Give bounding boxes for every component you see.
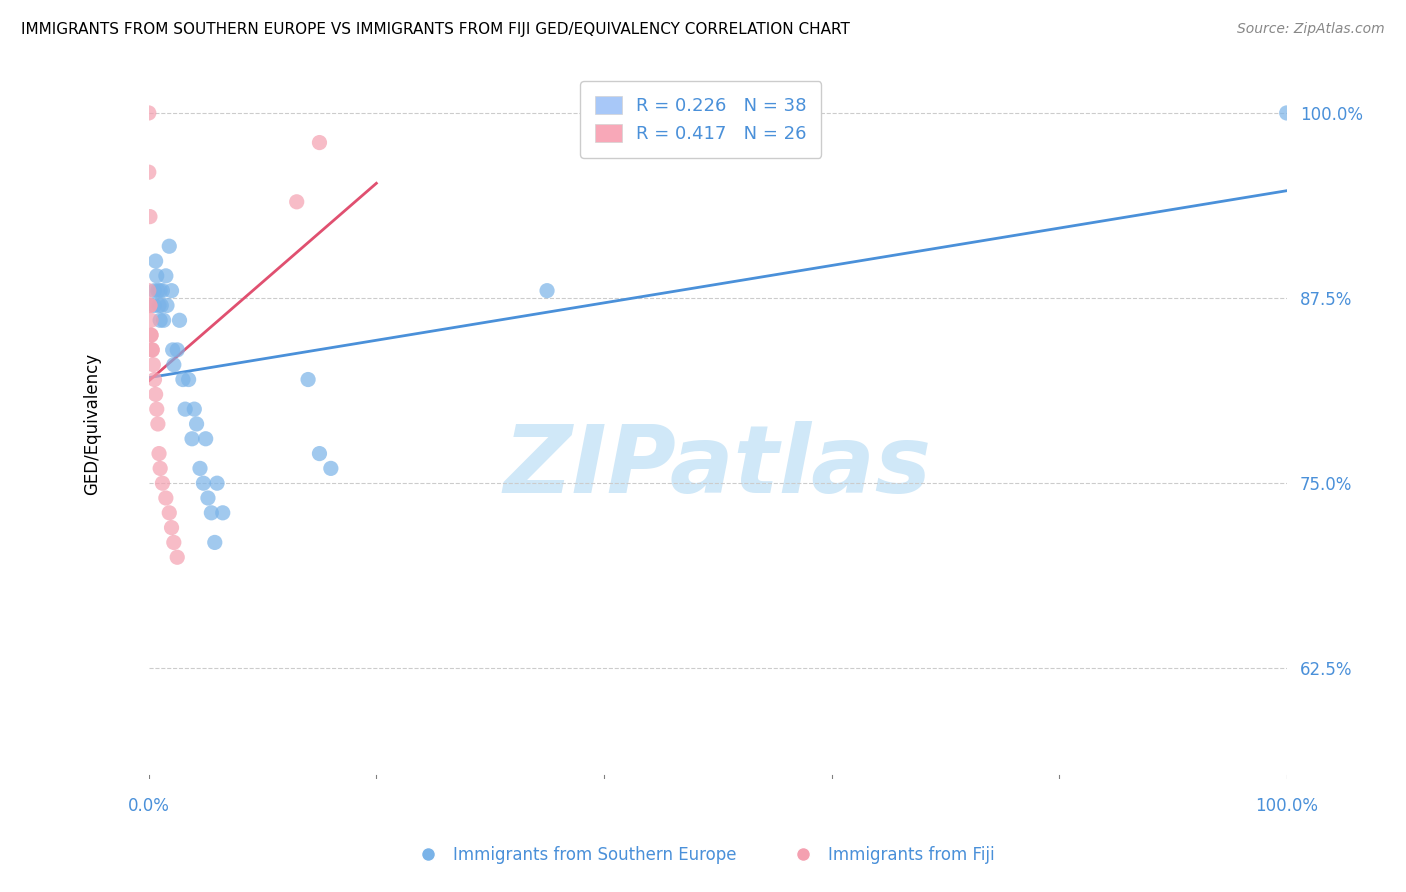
Point <box>141 343 163 357</box>
Text: 0.0%: 0.0% <box>128 797 170 815</box>
Point <box>150 298 173 312</box>
Point <box>138 284 160 298</box>
Point <box>157 239 180 253</box>
Point <box>152 476 174 491</box>
Point <box>146 417 169 431</box>
Text: Source: ZipAtlas.com: Source: ZipAtlas.com <box>1237 22 1385 37</box>
Point <box>186 417 208 431</box>
Point <box>149 461 172 475</box>
Point <box>155 268 177 283</box>
Point <box>143 284 166 298</box>
Point <box>204 535 226 549</box>
Legend: R = 0.226   N = 38, R = 0.417   N = 26: R = 0.226 N = 38, R = 0.417 N = 26 <box>581 81 821 158</box>
Point <box>211 506 233 520</box>
Point <box>319 461 342 475</box>
Point <box>139 328 162 343</box>
Point <box>308 136 330 150</box>
Point <box>160 284 183 298</box>
Point <box>152 284 174 298</box>
Point <box>145 402 167 417</box>
Point <box>138 165 160 179</box>
Point <box>148 446 170 460</box>
Point <box>143 298 166 312</box>
Point <box>149 313 172 327</box>
Point <box>156 298 179 312</box>
Legend: Immigrants from Southern Europe, Immigrants from Fiji: Immigrants from Southern Europe, Immigra… <box>405 839 1001 871</box>
Point <box>149 284 172 298</box>
Point <box>308 446 330 460</box>
Point <box>200 506 222 520</box>
Point <box>174 402 197 417</box>
Point <box>205 476 228 491</box>
Point <box>172 372 194 386</box>
Point <box>139 313 162 327</box>
Point <box>183 402 205 417</box>
Point <box>181 432 204 446</box>
Point <box>285 194 308 209</box>
Text: ZIPatlas: ZIPatlas <box>503 421 932 513</box>
Point <box>145 268 167 283</box>
Point <box>143 372 166 386</box>
Point <box>141 343 163 357</box>
Point <box>194 432 217 446</box>
Point <box>142 358 165 372</box>
Point <box>177 372 200 386</box>
Point <box>139 298 162 312</box>
Point <box>536 284 558 298</box>
Point <box>162 343 184 357</box>
Point <box>145 387 167 401</box>
Point <box>160 521 183 535</box>
Text: GED/Equivalency: GED/Equivalency <box>83 353 101 495</box>
Point <box>193 476 215 491</box>
Point <box>197 491 219 505</box>
Point <box>152 313 174 327</box>
Point <box>139 210 162 224</box>
Text: IMMIGRANTS FROM SOUTHERN EUROPE VS IMMIGRANTS FROM FIJI GED/EQUIVALENCY CORRELAT: IMMIGRANTS FROM SOUTHERN EUROPE VS IMMIG… <box>21 22 851 37</box>
Point <box>163 358 186 372</box>
Point <box>155 491 177 505</box>
Point <box>145 254 167 268</box>
Point <box>138 106 160 120</box>
Point <box>163 535 186 549</box>
Point <box>297 372 319 386</box>
Point <box>148 298 170 312</box>
Point <box>139 298 162 312</box>
Point <box>157 506 180 520</box>
Point <box>1275 106 1298 120</box>
Point <box>166 343 188 357</box>
Point <box>166 550 188 565</box>
Point <box>188 461 211 475</box>
Text: 100.0%: 100.0% <box>1256 797 1319 815</box>
Point <box>146 284 169 298</box>
Point <box>139 328 162 343</box>
Point <box>169 313 191 327</box>
